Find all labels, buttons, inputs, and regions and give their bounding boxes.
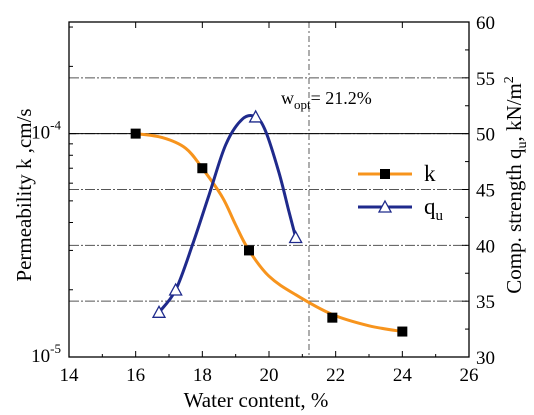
right-y-axis-title-sub: u — [515, 142, 530, 149]
left-tick-label-base: 10 — [31, 123, 50, 144]
right-tick-label: 30 — [476, 348, 495, 369]
k-point — [244, 245, 254, 256]
right-y-axis-title-sup: 2 — [502, 76, 517, 83]
x-tick-label: 16 — [126, 365, 145, 386]
x-tick-label: 18 — [193, 365, 212, 386]
legend-qu-label: qu — [424, 194, 444, 224]
optimum-water-content-label: wopt= 21.2% — [281, 88, 372, 112]
right-tick-label: 35 — [476, 292, 495, 313]
wopt-sub: opt — [294, 97, 311, 112]
right-y-axis-title-main: Comp. strength q — [502, 148, 526, 294]
right-tick-label: 60 — [476, 13, 495, 34]
legend-k-marker — [380, 169, 390, 179]
k-point — [130, 128, 141, 139]
left-y-axis: 10-510-4 — [31, 26, 76, 367]
x-tick-label: 24 — [393, 365, 413, 386]
right-tick-label: 45 — [476, 181, 495, 202]
qu-series — [151, 109, 303, 318]
grid-lines — [69, 77, 469, 302]
legend-qu-main: q — [424, 194, 436, 219]
right-y-axis-title: Comp. strength qu, kN/m2 — [502, 76, 530, 294]
k-series — [130, 128, 408, 337]
legend-qu-marker — [377, 199, 393, 213]
x-tick-label: 22 — [326, 365, 345, 386]
wopt-main: w — [281, 88, 294, 108]
right-tick-label: 40 — [476, 236, 495, 257]
x-axis: 14 16 18 20 22 24 26 — [60, 22, 479, 386]
left-tick-label-exponent: -4 — [50, 118, 61, 133]
left-tick-label: 10-4 — [31, 118, 61, 144]
qu-point — [288, 230, 303, 244]
right-tick-label: 50 — [476, 125, 495, 146]
k-point — [197, 163, 208, 174]
x-tick-label: 20 — [260, 365, 279, 386]
x-axis-title: Water content, % — [184, 388, 329, 412]
qu-point — [151, 304, 167, 318]
qu-curve — [157, 114, 298, 314]
left-tick-label: 10-5 — [31, 341, 61, 367]
wopt-value: = 21.2% — [311, 88, 372, 108]
legend-qu-sub: u — [436, 208, 444, 224]
left-tick-label-exponent: -5 — [50, 341, 61, 356]
legend-k-label: k — [424, 161, 436, 186]
x-tick-label: 26 — [460, 365, 479, 386]
k-point — [397, 326, 408, 337]
right-tick-label: 55 — [476, 69, 495, 90]
qu-point — [168, 282, 183, 296]
x-tick-label: 14 — [60, 365, 80, 386]
k-point — [327, 312, 338, 323]
left-tick-label-base: 10 — [31, 346, 50, 367]
qu-point — [248, 109, 263, 123]
right-y-axis-title-unit: , kN/m — [502, 83, 526, 141]
left-y-axis-title: Permeability k ,cm/s — [12, 108, 36, 281]
right-y-axis: 30 35 40 45 50 55 60 — [462, 13, 495, 369]
legend: k qu — [358, 161, 444, 224]
k-curve — [135, 132, 403, 333]
